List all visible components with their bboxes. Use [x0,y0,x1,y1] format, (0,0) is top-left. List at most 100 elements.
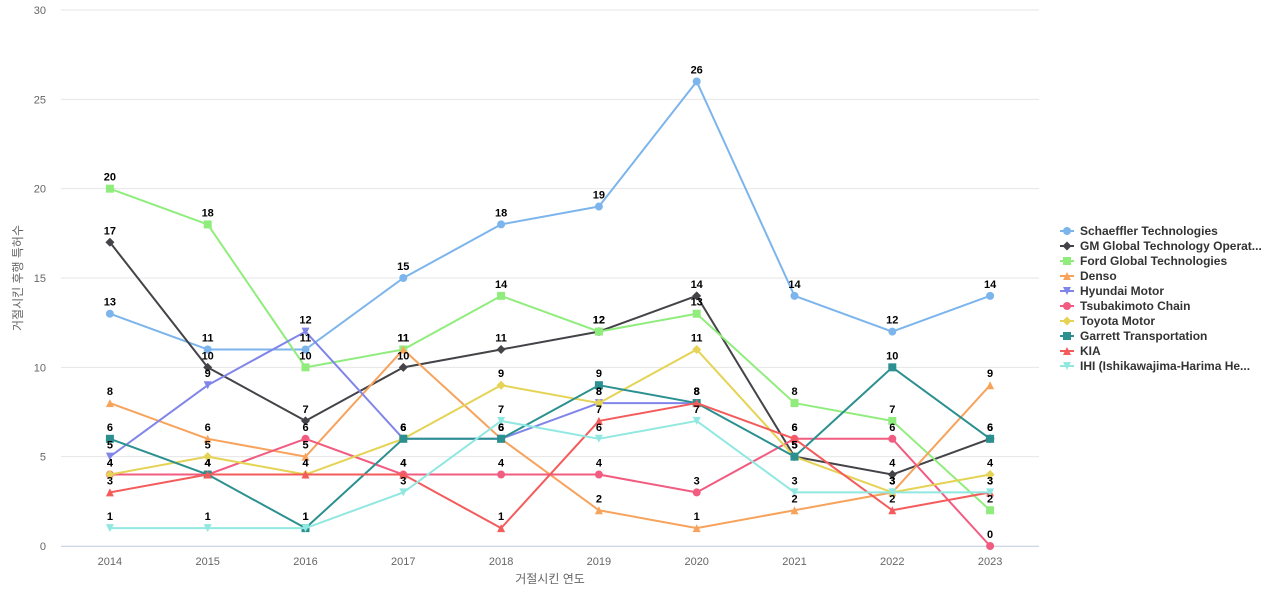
data-point [105,309,114,318]
x-tick-label: 2014 [98,556,122,568]
legend-item[interactable]: GM Global Technology Operat... [1060,239,1262,253]
data-point [888,416,897,425]
x-tick-label: 2023 [978,556,1002,568]
data-point [594,470,603,479]
data-point [398,362,408,372]
data-point [203,381,212,390]
data-point [497,416,506,425]
data-point [105,488,114,497]
data-label: 5 [791,440,797,452]
data-label: 9 [987,368,993,380]
data-point [301,345,310,354]
data-label: 6 [596,422,602,434]
data-label: 7 [498,404,504,416]
data-point [496,380,506,390]
data-point [594,506,603,515]
data-point [399,488,408,497]
legend-item[interactable]: Denso [1060,269,1117,283]
legend-item[interactable]: Tsubakimoto Chain [1060,299,1190,313]
data-label: 6 [987,422,993,434]
data-point [399,345,408,354]
data-label: 6 [400,422,406,434]
data-label: 5 [107,440,113,452]
data-point [692,488,701,497]
data-point [203,434,212,443]
data-point [594,398,604,408]
y-tick-label: 5 [40,452,46,464]
data-label: 4 [400,458,407,470]
legend-marker [1063,362,1071,370]
data-label: 8 [694,386,700,398]
data-label: 6 [302,422,308,434]
legend-item[interactable]: Garrett Transportation [1060,329,1207,343]
data-label: 13 [104,297,116,309]
data-label: 1 [302,511,308,523]
data-point [105,399,114,408]
data-label: 14 [788,279,801,291]
legend-item[interactable]: Schaeffler Technologies [1060,224,1218,238]
data-label: 11 [495,332,507,344]
data-point [692,416,701,425]
data-point [790,506,799,515]
data-point [692,291,702,301]
data-point [986,488,995,497]
data-point [203,345,212,354]
data-label: 3 [889,475,895,487]
data-point [790,291,799,300]
data-label: 0 [987,529,993,541]
data-point [301,416,310,426]
legend-item[interactable]: IHI (Ishikawajima-Harima He... [1060,359,1250,373]
data-label: 6 [498,422,504,434]
data-label: 5 [791,440,797,452]
data-point [594,434,603,443]
data-label: 4 [205,458,212,470]
legend-item[interactable]: Hyundai Motor [1060,284,1164,298]
data-label: 2 [987,493,993,505]
data-point [594,416,603,425]
data-point [986,291,995,300]
legend-marker [1063,257,1071,265]
data-label: 9 [205,368,211,380]
series-line [109,419,991,530]
data-label: 14 [984,279,997,291]
data-point [888,327,897,336]
y-tick-label: 15 [34,273,46,285]
data-label: 8 [791,386,797,398]
data-point [497,470,506,479]
x-tick-label: 2017 [391,556,415,568]
x-tick-label: 2019 [587,556,611,568]
y-tick-label: 30 [34,5,46,17]
data-label: 7 [694,404,700,416]
legend-label: Hyundai Motor [1080,284,1164,298]
data-label: 15 [397,261,409,273]
legend-marker [1062,316,1072,326]
data-point [692,524,701,533]
data-label: 11 [300,332,312,344]
data-label: 12 [593,315,605,327]
legend-label: Toyota Motor [1080,314,1155,328]
data-label: 7 [889,404,895,416]
data-label: 5 [791,440,797,452]
data-point [203,220,212,229]
legend-marker [1063,227,1071,235]
legend-label: Ford Global Technologies [1080,254,1227,268]
legend-item[interactable]: Ford Global Technologies [1060,254,1227,268]
data-label: 5 [302,440,308,452]
data-point [203,452,213,462]
data-label: 6 [791,422,797,434]
legend-item[interactable]: KIA [1060,344,1101,358]
data-label: 6 [107,422,113,434]
legend-item[interactable]: Toyota Motor [1060,314,1155,328]
data-label: 18 [495,207,507,219]
data-label: 4 [498,458,505,470]
x-tick-label: 2016 [293,556,317,568]
data-point [497,524,506,533]
data-point [496,344,506,354]
data-label: 3 [889,475,895,487]
data-label: 11 [397,332,409,344]
data-point [888,434,897,443]
data-point [888,506,897,515]
data-label: 9 [596,368,602,380]
data-point [399,274,408,282]
